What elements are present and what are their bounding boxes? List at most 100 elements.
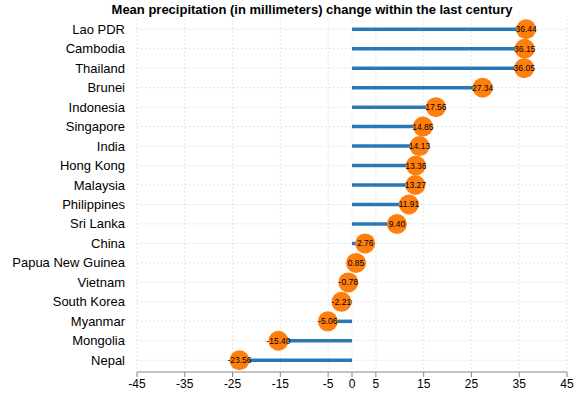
grid-line [352, 20, 353, 371]
tick-label: -15 [272, 377, 290, 391]
grid-line-h [137, 87, 567, 88]
category-label: Lao PDR [72, 22, 125, 37]
stick [352, 105, 436, 109]
stick [352, 27, 526, 31]
tick-label: -5 [323, 377, 334, 391]
stick [352, 47, 525, 51]
grid-line-h [137, 29, 567, 30]
grid-line-h [137, 243, 567, 244]
chart-container: Mean precipitation (in millimeters) chan… [0, 0, 586, 400]
grid-line [232, 20, 233, 371]
tick-label: -35 [176, 377, 194, 391]
data-label: -23.56 [227, 355, 251, 365]
category-label: Malaysia [74, 178, 126, 193]
category-label: Indonesia [69, 100, 126, 115]
marker [514, 58, 534, 78]
category-label: India [97, 139, 126, 154]
tick-label: 45 [560, 377, 574, 391]
data-label: 13.27 [405, 180, 427, 190]
grid-line-h [137, 321, 567, 322]
marker [331, 292, 351, 312]
marker [346, 253, 366, 273]
category-label: Papua New Guinea [12, 255, 126, 270]
category-label: Thailand [75, 61, 125, 76]
tick-label: 25 [465, 377, 479, 391]
chart-svg: Mean precipitation (in millimeters) chan… [0, 0, 586, 400]
data-label: 36.15 [514, 44, 536, 54]
grid-line [375, 20, 376, 371]
category-label: Hong Kong [60, 158, 125, 173]
tick-label: 5 [373, 377, 380, 391]
grid-line [567, 20, 568, 371]
marker [338, 272, 358, 292]
tick-label: -45 [128, 377, 146, 391]
data-label: 13.36 [405, 161, 427, 171]
grid-line [471, 20, 472, 371]
category-label: Brunei [87, 80, 125, 95]
marker [516, 19, 536, 39]
category-label: Nepal [91, 353, 125, 368]
grid-line-h [137, 204, 567, 205]
data-label: 11.91 [399, 199, 420, 209]
data-label: -0.78 [339, 277, 359, 287]
marker [318, 311, 338, 331]
marker [405, 175, 425, 195]
y-axis: Lao PDR Cambodia Thailand Brunei Indonesia Si… [12, 22, 126, 368]
category-label: South Korea [53, 294, 126, 309]
data-label: -2.21 [332, 297, 352, 307]
marker [410, 136, 430, 156]
category-label: Myanmar [71, 314, 126, 329]
tick-label: 15 [417, 377, 431, 391]
marker [515, 39, 535, 59]
grid-line [184, 20, 185, 371]
marker [473, 78, 493, 98]
data-label: 14.13 [409, 141, 431, 151]
data-label: 36.44 [515, 24, 537, 34]
grid-line-h [137, 340, 567, 341]
marker [387, 214, 407, 234]
stick [352, 86, 483, 90]
marker [399, 194, 419, 214]
grid-line-h [137, 360, 567, 361]
data-labels: 36.44 36.15 36.05 27.34 17.56 14.85 14.13 13.36… [227, 24, 537, 365]
grid-line-h [137, 48, 567, 49]
marks [229, 19, 536, 370]
data-label: 9.40 [389, 219, 406, 229]
data-label: -5.06 [318, 316, 338, 326]
tick-label: -25 [224, 377, 242, 391]
grid-line-h [137, 107, 567, 108]
grid-line-h [137, 146, 567, 147]
marker [355, 233, 375, 253]
stick [239, 359, 352, 363]
grid-line-h [137, 185, 567, 186]
marker [426, 97, 446, 117]
category-label: Sri Lanka [70, 216, 126, 231]
stick [352, 66, 524, 70]
marker [413, 117, 433, 137]
tick-label: 0 [349, 377, 356, 391]
grid-line-h [137, 126, 567, 127]
data-label: 2.76 [357, 238, 374, 248]
category-label: Cambodia [66, 41, 126, 56]
grid-line [423, 20, 424, 371]
data-label: 36.05 [514, 63, 536, 73]
category-label: China [91, 236, 126, 251]
grid-line-h [137, 68, 567, 69]
grid [137, 20, 567, 371]
category-label: Vietnam [78, 275, 125, 290]
data-label: 27.34 [472, 83, 494, 93]
grid-line [280, 20, 281, 371]
grid-line-h [137, 301, 567, 302]
category-label: Singapore [66, 119, 125, 134]
category-label: Mongolia [72, 333, 126, 348]
category-label: Philippines [62, 197, 125, 212]
title: Mean precipitation (in millimeters) chan… [112, 2, 514, 17]
grid-line-h [137, 165, 567, 166]
marker [406, 156, 426, 176]
grid-line-h [137, 223, 567, 224]
data-label: -15.40 [266, 336, 290, 346]
x-axis: -45-35-25-15-50515253545 [128, 372, 574, 391]
data-label: 14.85 [412, 122, 434, 132]
grid-line [137, 20, 138, 371]
data-label: 17.56 [425, 102, 447, 112]
